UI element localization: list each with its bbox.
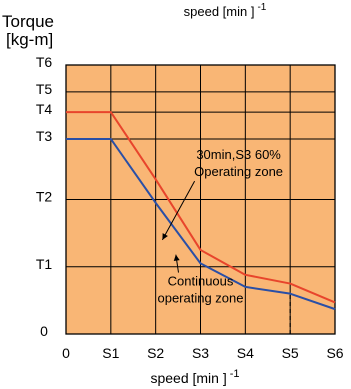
top-caption-exponent: -1	[257, 2, 266, 13]
annotation-1-arrowhead	[173, 254, 180, 262]
y-tick-label-T3: T3	[36, 128, 53, 144]
y-axis-label-line1: Torque	[2, 12, 54, 31]
annotation-0-leader	[161, 180, 196, 241]
y-tick-label-T6: T6	[36, 54, 53, 70]
y-tick-label-T1: T1	[36, 256, 53, 272]
y-tick-label-0: 0	[40, 323, 48, 339]
x-axis-label-exponent: -1	[230, 368, 240, 380]
y-axis-label-line2: [kg-m]	[6, 30, 53, 49]
annotation-1-line-0: Continuous	[168, 274, 234, 289]
annotation-0-arrowhead	[162, 233, 168, 240]
x-tick-label-S1: S1	[102, 345, 119, 361]
annotation-0-line-1: Operating zone	[194, 164, 283, 179]
y-tick-label-T5: T5	[36, 81, 53, 97]
x-tick-label-S4: S4	[237, 345, 254, 361]
x-axis-label: speed [min ] -1	[150, 368, 239, 386]
x-tick-label-S6: S6	[326, 345, 343, 361]
plot-frame	[65, 64, 336, 335]
x-tick-label-S3: S3	[192, 345, 209, 361]
x-tick-label-0: 0	[62, 345, 70, 361]
x-tick-label-S5: S5	[282, 345, 299, 361]
x-axis-label-text: speed [min ]	[150, 370, 226, 386]
annotation-0-line-0: 30min,S3 60%	[196, 147, 281, 162]
top-caption-text: speed [min ]	[184, 4, 255, 19]
y-tick-label-T4: T4	[36, 101, 53, 117]
y-tick-label-T2: T2	[36, 189, 53, 205]
annotation-1-line-1: operating zone	[157, 291, 243, 306]
top-caption: speed [min ] -1	[184, 2, 267, 19]
x-tick-label-S2: S2	[147, 345, 164, 361]
